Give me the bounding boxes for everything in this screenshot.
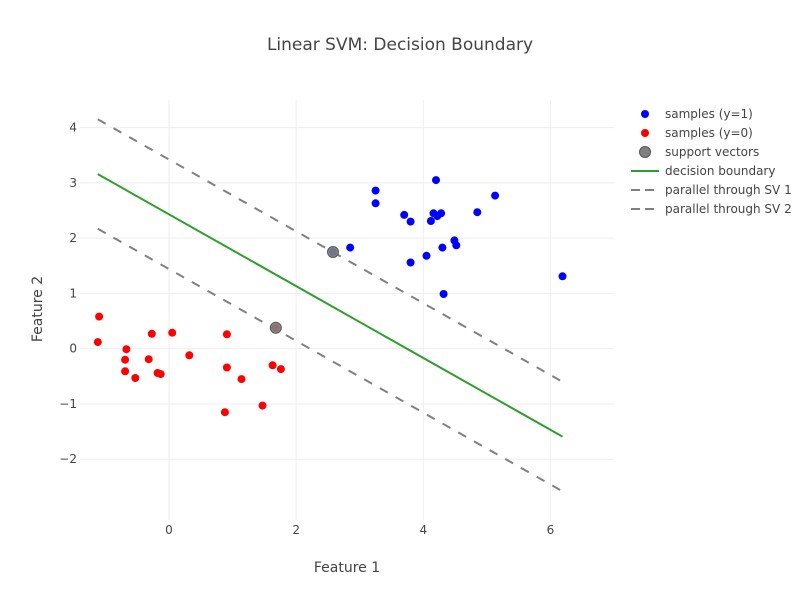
- samples-y-1-point-17: [452, 241, 461, 250]
- samples-y-1-point-6: [406, 217, 415, 226]
- y-tick-label-0: 0: [69, 342, 77, 356]
- chart-title: Linear SVM: Decision Boundary: [267, 35, 533, 55]
- legend-label-4: decision boundary: [665, 164, 775, 178]
- legend-label-5: parallel through SV 1: [665, 183, 792, 197]
- legend-item-4[interactable]: decision boundary: [631, 164, 775, 178]
- legend-item-5[interactable]: parallel through SV 1: [631, 183, 792, 197]
- samples-y-1-point-8: [422, 251, 431, 260]
- samples-y-1-point-5: [400, 210, 409, 219]
- samples-y-0-point-12: [185, 351, 194, 360]
- legend-item-6[interactable]: parallel through SV 2: [631, 202, 792, 216]
- x-tick-label-4: 4: [419, 523, 427, 537]
- samples-y-1-point-4: [371, 199, 380, 208]
- legend-marker-3: [639, 146, 651, 158]
- x-tick-label-6: 6: [547, 523, 555, 537]
- samples-y-1-point-7: [406, 258, 415, 267]
- samples-y-1-point-9: [426, 217, 435, 225]
- y-axis-title: Feature 2: [30, 276, 46, 342]
- samples-y-0-point-18: [268, 361, 277, 370]
- legend[interactable]: samples (y=1) samples (y=0) support vector…: [631, 107, 792, 216]
- legend-item-1[interactable]: samples (y=1): [641, 107, 753, 121]
- samples-y-1-point-13: [437, 209, 446, 218]
- samples-y-0-point-16: [237, 375, 246, 384]
- samples-y-1-point-15: [439, 290, 448, 298]
- samples-y-1-point-20: [558, 272, 567, 281]
- samples-y-0-point-11: [168, 328, 177, 337]
- samples-y-0-point-1: [95, 312, 104, 321]
- samples-y-0-point-3: [122, 345, 131, 354]
- y-tick-label-neg2: −2: [59, 452, 77, 466]
- legend-marker-2: [641, 129, 649, 137]
- decision-boundary-line: [97, 173, 563, 438]
- y-tick-label-neg1: −1: [59, 397, 77, 411]
- x-axis-title: Feature 1: [314, 560, 380, 576]
- samples-y-0-point-4: [121, 355, 130, 364]
- legend-item-3[interactable]: support vectors: [639, 145, 760, 159]
- samples-y-1-point-11: [432, 176, 440, 185]
- samples-y-0-point-8: [147, 329, 156, 338]
- tick-layer: 0 2 4 6 −2 −1 0 1 2 3 4: [59, 121, 554, 537]
- y-tick-label-3: 3: [69, 176, 77, 190]
- legend-label-6: parallel through SV 2: [665, 202, 792, 216]
- samples-y-1-point-18: [473, 208, 482, 217]
- support-vector-point-2: [269, 321, 282, 334]
- x-tick-label-2: 2: [292, 523, 300, 537]
- legend-label-1: samples (y=1): [665, 107, 753, 121]
- samples-y-0-point-13: [220, 408, 229, 417]
- legend-item-2[interactable]: samples (y=0): [641, 126, 753, 140]
- legend-marker-1: [641, 110, 649, 118]
- samples-y-0-point-17: [258, 401, 267, 410]
- samples-y-1-point-3: [371, 186, 380, 195]
- samples-y-0-point-10: [156, 370, 165, 379]
- samples-y-0-point-7: [144, 355, 153, 364]
- samples-y-1-point-19: [491, 191, 500, 200]
- samples-y-0-point-6: [131, 374, 140, 382]
- grid-layer: [80, 100, 614, 520]
- y-tick-label-4: 4: [69, 121, 77, 135]
- samples-y-0-point-20: [276, 365, 285, 374]
- legend-label-3: support vectors: [665, 145, 759, 159]
- samples-y-1-point-14: [438, 243, 447, 252]
- legend-label-2: samples (y=0): [665, 126, 753, 140]
- samples-y-0-point-2: [93, 338, 102, 347]
- x-tick-label-0: 0: [165, 523, 173, 537]
- samples-y-0-point-14: [222, 330, 231, 339]
- samples-y-0-point-15: [222, 363, 231, 372]
- samples-y-0-point-5: [121, 367, 130, 376]
- line-layer: [97, 118, 563, 493]
- marker-layer: [93, 176, 567, 417]
- support-vector-point-1: [327, 246, 339, 258]
- y-tick-label-1: 1: [69, 286, 77, 300]
- samples-y-1-point-2: [346, 243, 355, 252]
- y-tick-label-2: 2: [69, 231, 77, 245]
